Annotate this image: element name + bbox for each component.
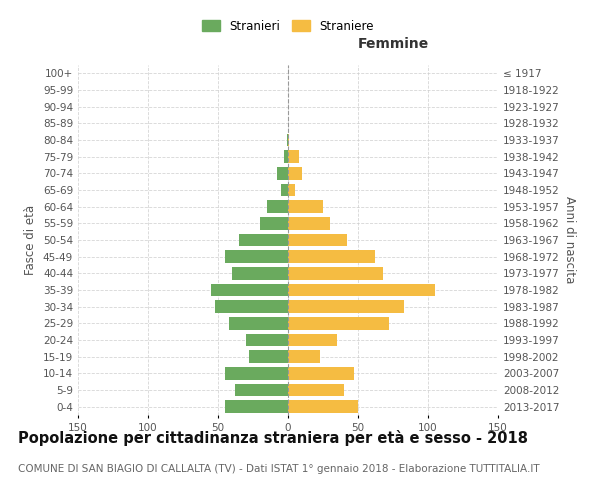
Bar [249, 350, 288, 363]
Bar [288, 367, 354, 380]
Legend: Stranieri, Straniere: Stranieri, Straniere [197, 15, 379, 38]
Bar [288, 184, 295, 196]
Bar [267, 200, 288, 213]
Bar [288, 234, 347, 246]
Bar [288, 284, 435, 296]
Bar [288, 217, 330, 230]
Y-axis label: Anni di nascita: Anni di nascita [563, 196, 576, 284]
Bar [215, 300, 288, 313]
Bar [288, 400, 358, 413]
Bar [288, 134, 289, 146]
Bar [288, 317, 389, 330]
Bar [281, 184, 288, 196]
Bar [211, 284, 288, 296]
Text: Popolazione per cittadinanza straniera per età e sesso - 2018: Popolazione per cittadinanza straniera p… [18, 430, 528, 446]
Bar [229, 317, 288, 330]
Y-axis label: Fasce di età: Fasce di età [25, 205, 37, 275]
Bar [225, 400, 288, 413]
Bar [288, 267, 383, 280]
Text: Femmine: Femmine [358, 37, 428, 51]
Bar [246, 334, 288, 346]
Bar [288, 334, 337, 346]
Bar [232, 267, 288, 280]
Text: COMUNE DI SAN BIAGIO DI CALLALTA (TV) - Dati ISTAT 1° gennaio 2018 - Elaborazion: COMUNE DI SAN BIAGIO DI CALLALTA (TV) - … [18, 464, 539, 474]
Bar [277, 167, 288, 179]
Bar [288, 384, 344, 396]
Bar [288, 250, 375, 263]
Bar [288, 300, 404, 313]
Bar [225, 367, 288, 380]
Bar [288, 150, 299, 163]
Bar [235, 384, 288, 396]
Bar [288, 350, 320, 363]
Bar [288, 200, 323, 213]
Bar [284, 150, 288, 163]
Bar [225, 250, 288, 263]
Bar [288, 167, 302, 179]
Bar [239, 234, 288, 246]
Bar [287, 134, 288, 146]
Bar [260, 217, 288, 230]
